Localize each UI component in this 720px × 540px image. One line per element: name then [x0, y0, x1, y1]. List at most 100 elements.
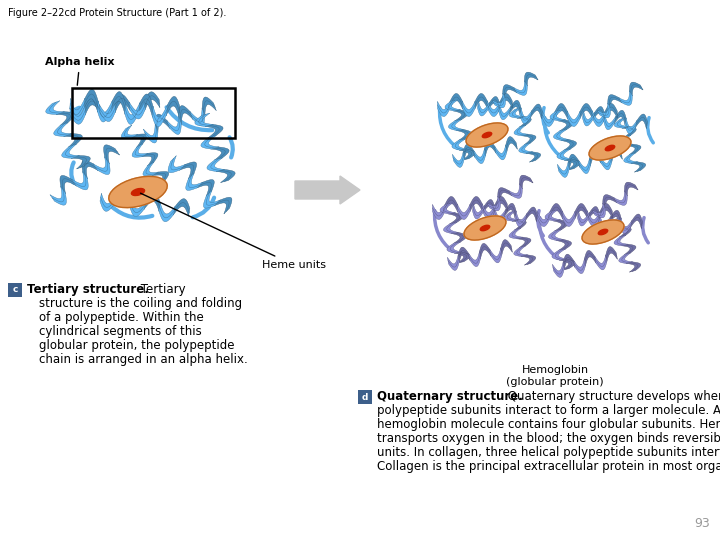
- Polygon shape: [630, 214, 642, 228]
- Polygon shape: [469, 252, 481, 267]
- Polygon shape: [488, 97, 500, 112]
- Polygon shape: [608, 94, 622, 109]
- Polygon shape: [605, 104, 617, 119]
- Polygon shape: [457, 204, 470, 220]
- Polygon shape: [554, 130, 568, 140]
- Polygon shape: [625, 118, 636, 133]
- Polygon shape: [494, 207, 505, 222]
- Polygon shape: [474, 93, 487, 109]
- Polygon shape: [555, 104, 567, 119]
- Polygon shape: [563, 254, 575, 269]
- Bar: [358, 390, 372, 404]
- Ellipse shape: [598, 230, 608, 235]
- Polygon shape: [552, 249, 567, 260]
- Polygon shape: [210, 147, 229, 160]
- Polygon shape: [155, 114, 170, 132]
- Text: units. In collagen, three helical polypeptide subunits intertwine.: units. In collagen, three helical polype…: [377, 446, 720, 459]
- Polygon shape: [84, 89, 99, 112]
- Polygon shape: [631, 162, 646, 172]
- Polygon shape: [482, 204, 495, 220]
- Polygon shape: [559, 259, 575, 270]
- Polygon shape: [114, 188, 131, 207]
- Polygon shape: [513, 80, 527, 96]
- Polygon shape: [499, 105, 510, 120]
- Ellipse shape: [132, 188, 145, 195]
- Polygon shape: [624, 153, 637, 164]
- Polygon shape: [70, 98, 85, 119]
- Polygon shape: [626, 144, 641, 154]
- Polygon shape: [130, 198, 146, 217]
- Polygon shape: [603, 194, 617, 208]
- Ellipse shape: [606, 145, 615, 151]
- Polygon shape: [474, 148, 485, 164]
- Polygon shape: [611, 147, 622, 163]
- Polygon shape: [504, 203, 516, 218]
- Text: polypeptide subunits interact to form a larger molecule. A single: polypeptide subunits interact to form a …: [377, 404, 720, 417]
- Polygon shape: [111, 92, 126, 114]
- Polygon shape: [100, 193, 117, 211]
- Ellipse shape: [464, 216, 506, 240]
- Polygon shape: [609, 210, 621, 225]
- Polygon shape: [505, 137, 518, 152]
- Polygon shape: [492, 93, 505, 108]
- Polygon shape: [487, 196, 500, 211]
- Polygon shape: [517, 117, 531, 127]
- Polygon shape: [524, 72, 538, 86]
- Polygon shape: [556, 239, 572, 251]
- Polygon shape: [452, 139, 467, 150]
- Polygon shape: [597, 103, 611, 118]
- Polygon shape: [143, 162, 158, 176]
- Polygon shape: [635, 114, 647, 129]
- Polygon shape: [97, 100, 112, 122]
- Text: hemoglobin molecule contains four globular subunits. Hemoglobin: hemoglobin molecule contains four globul…: [377, 418, 720, 431]
- Polygon shape: [509, 228, 523, 239]
- Polygon shape: [520, 108, 532, 124]
- Polygon shape: [514, 246, 528, 256]
- Text: chain is arranged in an alpha helix.: chain is arranged in an alpha helix.: [39, 353, 248, 366]
- Polygon shape: [503, 85, 517, 99]
- Text: transports oxygen in the blood; the oxygen binds reversibly to the heme: transports oxygen in the blood; the oxyg…: [377, 432, 720, 445]
- Polygon shape: [614, 118, 629, 128]
- Polygon shape: [582, 111, 595, 126]
- FancyArrow shape: [295, 176, 360, 204]
- Polygon shape: [448, 213, 463, 224]
- Polygon shape: [454, 252, 470, 263]
- Polygon shape: [609, 218, 624, 228]
- Ellipse shape: [482, 132, 492, 138]
- Polygon shape: [595, 255, 607, 270]
- Polygon shape: [451, 232, 467, 244]
- Polygon shape: [568, 154, 580, 169]
- Polygon shape: [444, 222, 459, 234]
- Polygon shape: [190, 108, 204, 126]
- Polygon shape: [440, 203, 455, 214]
- Polygon shape: [619, 135, 633, 146]
- Polygon shape: [495, 145, 507, 160]
- Polygon shape: [561, 139, 577, 151]
- Polygon shape: [141, 153, 158, 166]
- Polygon shape: [143, 124, 158, 143]
- Polygon shape: [603, 114, 616, 130]
- Polygon shape: [459, 149, 475, 160]
- Polygon shape: [201, 136, 219, 149]
- Polygon shape: [588, 206, 600, 222]
- Ellipse shape: [582, 220, 624, 244]
- Polygon shape: [550, 110, 565, 121]
- Polygon shape: [456, 129, 472, 140]
- Polygon shape: [629, 82, 643, 96]
- Polygon shape: [598, 214, 611, 230]
- Polygon shape: [558, 120, 573, 131]
- Polygon shape: [490, 248, 502, 263]
- Polygon shape: [70, 106, 86, 124]
- Polygon shape: [509, 107, 523, 118]
- Polygon shape: [159, 203, 175, 222]
- Polygon shape: [620, 218, 631, 233]
- Polygon shape: [438, 101, 450, 117]
- Text: Quaternary structure develops when separate: Quaternary structure develops when separ…: [504, 390, 720, 403]
- Polygon shape: [458, 247, 470, 262]
- Polygon shape: [516, 237, 531, 248]
- Polygon shape: [557, 149, 572, 160]
- Polygon shape: [519, 175, 533, 189]
- Polygon shape: [152, 105, 168, 127]
- Polygon shape: [521, 134, 536, 145]
- Polygon shape: [562, 211, 575, 226]
